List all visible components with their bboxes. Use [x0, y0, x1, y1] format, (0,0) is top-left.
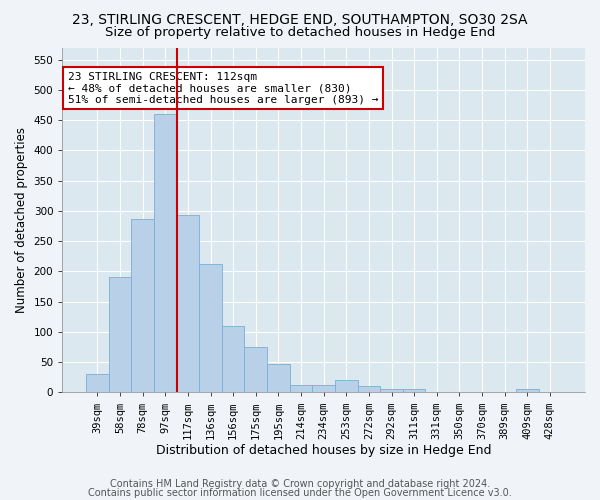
- Bar: [244, 347, 267, 393]
- Bar: [86, 374, 109, 392]
- Y-axis label: Number of detached properties: Number of detached properties: [15, 127, 28, 313]
- Bar: [290, 384, 313, 392]
- Bar: [403, 390, 425, 392]
- Bar: [131, 218, 154, 392]
- Bar: [335, 380, 358, 392]
- Text: Size of property relative to detached houses in Hedge End: Size of property relative to detached ho…: [105, 26, 495, 39]
- Bar: [154, 114, 176, 392]
- Bar: [199, 264, 222, 392]
- Text: Contains public sector information licensed under the Open Government Licence v3: Contains public sector information licen…: [88, 488, 512, 498]
- Bar: [358, 386, 380, 392]
- Bar: [516, 390, 539, 392]
- Bar: [176, 215, 199, 392]
- X-axis label: Distribution of detached houses by size in Hedge End: Distribution of detached houses by size …: [156, 444, 491, 458]
- Bar: [313, 385, 335, 392]
- Bar: [380, 390, 403, 392]
- Text: 23 STIRLING CRESCENT: 112sqm
← 48% of detached houses are smaller (830)
51% of s: 23 STIRLING CRESCENT: 112sqm ← 48% of de…: [68, 72, 378, 105]
- Text: Contains HM Land Registry data © Crown copyright and database right 2024.: Contains HM Land Registry data © Crown c…: [110, 479, 490, 489]
- Bar: [222, 326, 244, 392]
- Text: 23, STIRLING CRESCENT, HEDGE END, SOUTHAMPTON, SO30 2SA: 23, STIRLING CRESCENT, HEDGE END, SOUTHA…: [72, 12, 528, 26]
- Bar: [267, 364, 290, 392]
- Bar: [109, 278, 131, 392]
